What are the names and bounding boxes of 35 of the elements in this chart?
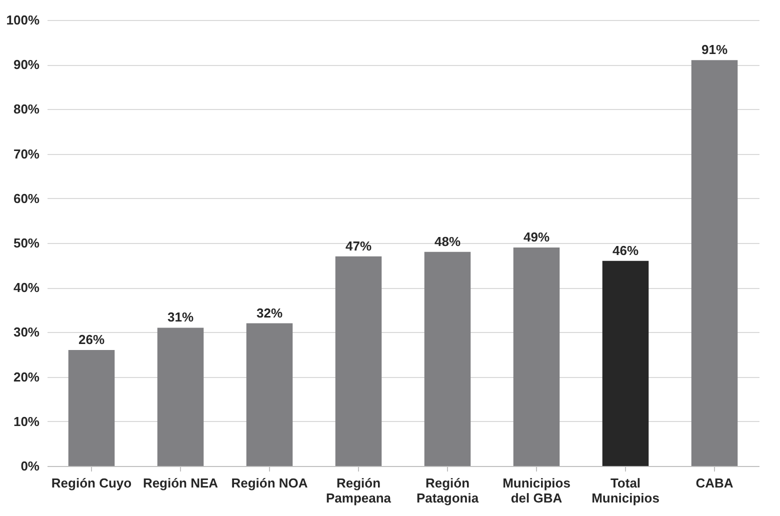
x-tick-label: Región Pampeana bbox=[326, 476, 392, 506]
y-tick-label: 60% bbox=[13, 190, 40, 206]
data-label: 32% bbox=[256, 305, 283, 320]
bar bbox=[246, 323, 293, 466]
data-label: 49% bbox=[523, 229, 550, 244]
x-tick-label: Región Cuyo bbox=[51, 476, 132, 490]
y-tick-label: 40% bbox=[13, 280, 40, 296]
data-label: 26% bbox=[78, 332, 105, 348]
x-tick-label: Región NEA bbox=[142, 476, 219, 490]
y-tick-label: 100% bbox=[6, 12, 40, 28]
bar bbox=[513, 247, 560, 466]
bar bbox=[68, 350, 115, 466]
x-tick-label: Región Patagonia bbox=[416, 476, 480, 506]
bar bbox=[335, 256, 382, 466]
data-label: 31% bbox=[167, 310, 194, 325]
data-label: 91% bbox=[701, 42, 728, 58]
data-label: 47% bbox=[345, 238, 372, 254]
y-tick-label: 80% bbox=[13, 102, 40, 117]
y-tick-label: 30% bbox=[13, 324, 40, 340]
y-tick-label: 10% bbox=[13, 414, 40, 429]
x-tick-label: Región NOA bbox=[231, 476, 308, 490]
x-tick-label: CABA bbox=[696, 476, 734, 490]
x-tick-label: Total Municipios bbox=[592, 476, 660, 506]
bar bbox=[691, 60, 738, 466]
x-tick-label: Municipios del GBA bbox=[502, 476, 570, 506]
y-tick-label: 0% bbox=[20, 458, 40, 474]
bar bbox=[157, 328, 204, 466]
bar bbox=[424, 252, 471, 466]
data-label: 46% bbox=[612, 242, 639, 258]
y-tick-label: 70% bbox=[13, 146, 40, 162]
bar bbox=[602, 260, 649, 466]
y-tick-label: 50% bbox=[13, 236, 40, 250]
y-tick-label: 20% bbox=[13, 369, 40, 384]
y-tick-label: 90% bbox=[13, 57, 40, 72]
data-label: 48% bbox=[434, 234, 461, 249]
